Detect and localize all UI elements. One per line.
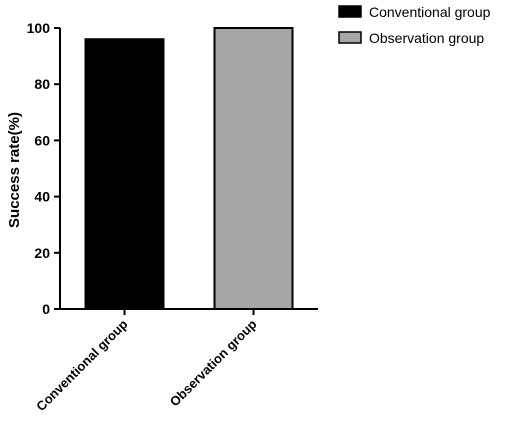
bars <box>84 27 294 311</box>
x-tick-label-1: Observation group <box>167 316 260 409</box>
y-tick-label-3: 60 <box>34 132 50 148</box>
bar-conventional-group <box>84 38 165 311</box>
y-tick-label-5: 100 <box>27 20 51 36</box>
y-tick-label-0: 0 <box>42 301 50 317</box>
legend-label-0: Conventional group <box>369 4 491 20</box>
legend: Conventional group Observation group <box>338 4 491 46</box>
legend-swatch-1 <box>338 31 362 44</box>
y-axis: 0 20 40 60 80 100 <box>27 20 61 317</box>
legend-label-1: Observation group <box>369 30 484 46</box>
x-axis: Conventional group Observation group <box>33 308 318 414</box>
legend-swatch-0 <box>338 5 362 18</box>
y-tick-label-4: 80 <box>34 76 50 92</box>
x-tick-label-0: Conventional group <box>33 316 130 413</box>
y-axis-title: Success rate(%) <box>6 112 23 228</box>
bar-observation-group <box>213 27 294 310</box>
y-tick-label-1: 20 <box>34 245 50 261</box>
y-tick-label-2: 40 <box>34 189 50 205</box>
